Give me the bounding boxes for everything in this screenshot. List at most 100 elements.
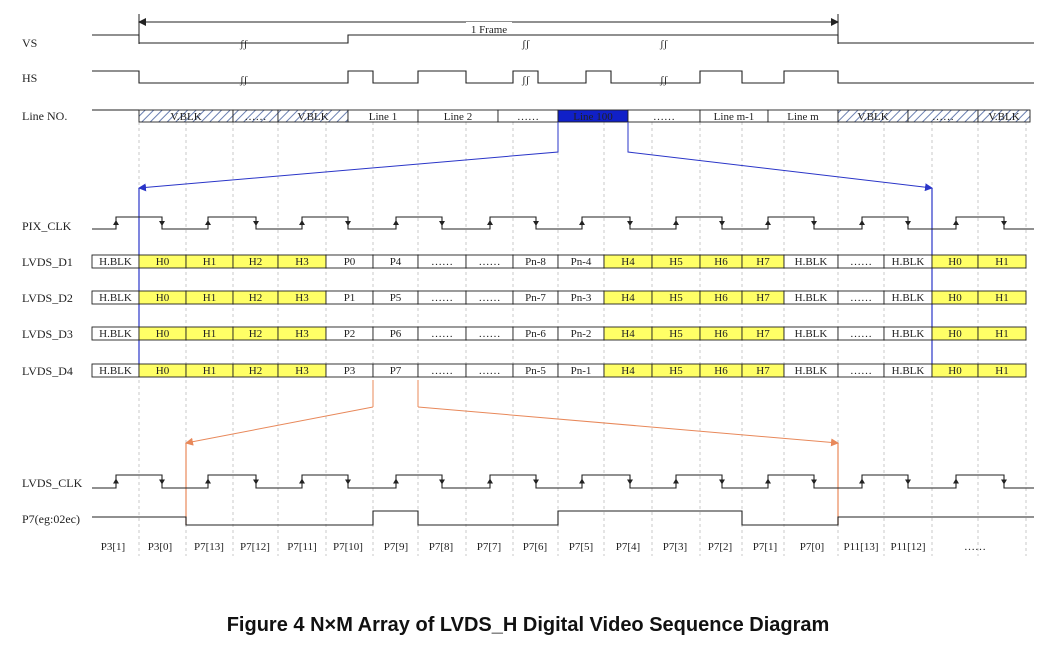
lvds-cell-label: …… bbox=[431, 365, 453, 377]
lvds-cell-label: H2 bbox=[249, 328, 262, 340]
lvds-cell-label: H5 bbox=[669, 292, 683, 304]
lvds-data-rows: H.BLK H0 H1 H2 H3 P0 P4 …… …… Pn-8 Pn-4 H4 H5 H6 H7 H.B… bbox=[91, 254, 1027, 378]
lvds-cell-label: H7 bbox=[756, 328, 770, 340]
bit-labels-row: P3[1] P3[0] P7[13] P7[12] P7[11] P7[10] P7[9] P… bbox=[101, 541, 986, 553]
break-mark: ʃʃ bbox=[521, 38, 530, 50]
frame-label-bg bbox=[466, 22, 512, 36]
lvds-cell-label: H.BLK bbox=[892, 365, 925, 377]
lvds-cell-label: H.BLK bbox=[795, 256, 828, 268]
lvds-cell-label: H.BLK bbox=[795, 328, 828, 340]
lvds-cell-label: H1 bbox=[995, 256, 1008, 268]
lvds-cell-label: H0 bbox=[156, 292, 170, 304]
lvds-cell-label: H0 bbox=[156, 328, 170, 340]
lvds-cell-label: H6 bbox=[714, 328, 728, 340]
lvds-cell-label: P6 bbox=[390, 328, 402, 340]
lvds-cell bbox=[977, 326, 1027, 341]
lvds-cell-label: …… bbox=[850, 328, 872, 340]
lvds-cell-label: …… bbox=[850, 256, 872, 268]
lvds-cell-label: H7 bbox=[756, 292, 770, 304]
line-cell-label: Line 100 bbox=[573, 111, 613, 123]
lvds-cell-label: H3 bbox=[295, 256, 309, 268]
lvds-clk-waveform bbox=[92, 474, 1034, 489]
label-line-no: Line NO. bbox=[22, 109, 67, 123]
line-cell-label: …… bbox=[517, 111, 539, 123]
bit-label: P3[1] bbox=[101, 541, 125, 553]
lvds-cell-label: H0 bbox=[948, 256, 962, 268]
lvds-cell-label: P7 bbox=[390, 365, 402, 377]
lvds-cell-label: H7 bbox=[756, 256, 770, 268]
line-cell-label: Line 1 bbox=[369, 111, 397, 123]
line-cell-label: Line m-1 bbox=[714, 111, 755, 123]
bit-label: P7[10] bbox=[333, 541, 363, 553]
lvds-cell-label: H.BLK bbox=[892, 292, 925, 304]
lvds-cell-label: P0 bbox=[344, 256, 356, 268]
bit-label: P7[6] bbox=[523, 541, 547, 553]
line-cell-label: V.BLK bbox=[857, 111, 888, 123]
lvds-cell-label: H0 bbox=[156, 365, 170, 377]
line-cell bbox=[977, 109, 1031, 123]
bit-label: P3[0] bbox=[148, 541, 172, 553]
lvds-cell-label: H4 bbox=[621, 365, 635, 377]
lvds-cell-label: H3 bbox=[295, 328, 309, 340]
bit-label: P7[11] bbox=[287, 541, 317, 553]
lvds-cell-label: …… bbox=[431, 328, 453, 340]
label-vs: VS bbox=[22, 36, 37, 50]
bit-label: P7[13] bbox=[194, 541, 224, 553]
bit-label: P7[8] bbox=[429, 541, 453, 553]
hs-waveform bbox=[92, 70, 1034, 84]
bit-label: P7[7] bbox=[477, 541, 501, 553]
label-lvds-d4: LVDS_D4 bbox=[22, 364, 73, 378]
orange-connector-right bbox=[417, 406, 839, 447]
lvds-cell-label: H5 bbox=[669, 256, 683, 268]
lvds-cell-label: H6 bbox=[714, 256, 728, 268]
pix-clk-line bbox=[92, 216, 1034, 230]
lvds-cell-label: H0 bbox=[156, 256, 170, 268]
lvds-cell-label: Pn-1 bbox=[571, 365, 592, 377]
lvds-cell-label: H2 bbox=[249, 365, 262, 377]
line-cell-label: V.BLK bbox=[297, 111, 328, 123]
bit-label: P7[12] bbox=[240, 541, 270, 553]
orange-connector-left bbox=[185, 406, 374, 446]
lvds-cell-label: H.BLK bbox=[99, 365, 132, 377]
lvds-cell-label: …… bbox=[479, 256, 501, 268]
lvds-cell-label: H4 bbox=[621, 292, 635, 304]
line-cell-label: …… bbox=[653, 111, 675, 123]
lvds-cell-label: H.BLK bbox=[795, 292, 828, 304]
lvds-cell-label: H.BLK bbox=[892, 256, 925, 268]
lvds-cell-label: H2 bbox=[249, 256, 262, 268]
lvds-cell-label: H7 bbox=[756, 365, 770, 377]
blue-connector-right bbox=[627, 150, 933, 192]
bit-label: P7[0] bbox=[800, 541, 824, 553]
bit-label: P7[5] bbox=[569, 541, 593, 553]
line-cell-label: …… bbox=[245, 111, 267, 123]
line-cell-label: Line m bbox=[787, 111, 819, 123]
lvds-cell-label: Pn-2 bbox=[571, 328, 592, 340]
bit-label: …… bbox=[964, 541, 986, 553]
lvds-cell-label: …… bbox=[431, 292, 453, 304]
bit-label: P7[2] bbox=[708, 541, 732, 553]
lvds-cell-label: H.BLK bbox=[99, 292, 132, 304]
lvds-cell-label: P2 bbox=[344, 328, 356, 340]
lvds-cell-label: H5 bbox=[669, 328, 683, 340]
line-number-row: V.BLK …… V.BLK Line 1 Line 2 …… Line 100 …… Line… bbox=[92, 109, 1031, 123]
bit-label: P7[9] bbox=[384, 541, 408, 553]
lvds-cell-label: H6 bbox=[714, 292, 728, 304]
lvds-cell bbox=[977, 290, 1027, 305]
lvds-cell-label: Pn-3 bbox=[571, 292, 592, 304]
lvds-cell-label: P4 bbox=[390, 256, 402, 268]
lvds-cell-label: H0 bbox=[948, 292, 962, 304]
bit-label: P11[13] bbox=[843, 541, 878, 553]
vs-waveform bbox=[92, 34, 1034, 44]
break-mark: ʃʃ bbox=[239, 74, 248, 86]
line-cell-label: V.BLK bbox=[988, 111, 1019, 123]
lvds-cell-label: Pn-4 bbox=[571, 256, 592, 268]
lvds-cell-label: H.BLK bbox=[892, 328, 925, 340]
lvds-cell-label: Pn-8 bbox=[525, 256, 546, 268]
lvds-cell-label: …… bbox=[431, 256, 453, 268]
lvds-clk-line bbox=[92, 474, 1034, 489]
lvds-cell-label: H1 bbox=[203, 365, 216, 377]
label-lvds-d1: LVDS_D1 bbox=[22, 255, 73, 269]
break-mark: ʃʃ bbox=[659, 38, 668, 50]
